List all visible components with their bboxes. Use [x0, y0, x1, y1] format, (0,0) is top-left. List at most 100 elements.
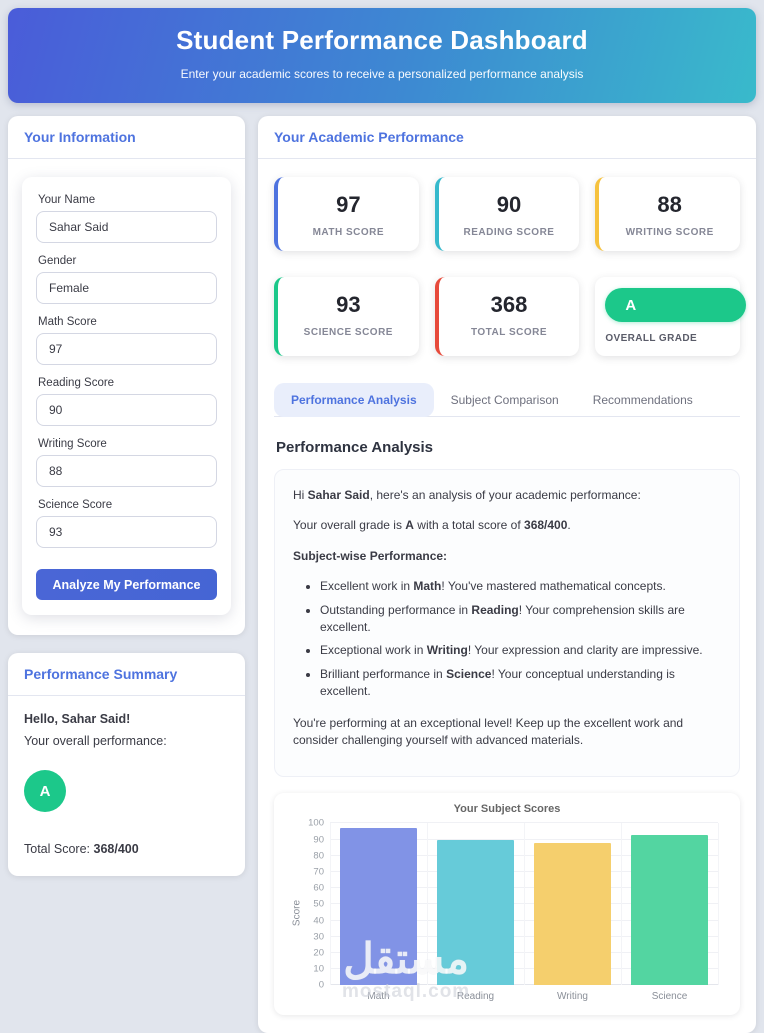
score-label: WRITING SCORE — [625, 227, 714, 238]
writing-score-input[interactable] — [36, 455, 217, 487]
bar-slot — [427, 823, 524, 986]
score-value: 90 — [496, 192, 522, 217]
bar-science — [631, 834, 708, 986]
y-tick-label: 50 — [313, 898, 324, 910]
score-label: SCIENCE SCORE — [303, 327, 393, 338]
analysis-bullet: Brilliant performance in Science! Your c… — [320, 666, 721, 701]
x-tick-label: Writing — [557, 991, 588, 1003]
gridline-vertical — [718, 823, 719, 986]
field-reading-score: Reading Score — [36, 377, 217, 426]
y-tick-label: 80 — [313, 850, 324, 862]
chart-plot: 0 10 20 30 40 50 60 70 80 90 100 — [308, 818, 719, 991]
math-score-input[interactable] — [36, 333, 217, 365]
overall-grade-label: OVERALL GRADE — [605, 333, 698, 344]
summary-overall-label: Your overall performance: — [24, 734, 167, 748]
field-science-score: Science Score — [36, 499, 217, 548]
tab-recommendations[interactable]: Recommendations — [592, 393, 693, 407]
total-score-value: 368/400 — [93, 842, 139, 856]
field-label: Math Score — [38, 316, 97, 328]
score-value: 97 — [336, 192, 361, 217]
grade-badge: A — [24, 770, 66, 812]
score-label: MATH SCORE — [312, 227, 385, 238]
academic-performance-card: Your Academic Performance 97 MATH SCORE 90… — [258, 116, 756, 1033]
analysis-bullet: Excellent work in Math! You've mastered … — [320, 578, 721, 595]
bar-writing — [534, 842, 611, 986]
score-card-science-score: 93 SCIENCE SCORE — [274, 277, 419, 356]
student-form: Your Name Gender Math Score Reading Score Wr… — [22, 177, 231, 615]
performance-summary-title: Performance Summary — [8, 653, 245, 696]
score-value: 93 — [336, 292, 361, 317]
field-label: Writing Score — [38, 438, 107, 450]
summary-total-line: Total Score: 368/400 — [24, 842, 229, 856]
bars-row — [330, 823, 718, 986]
x-tick-label: Math — [367, 991, 390, 1003]
y-tick-label: 60 — [313, 882, 324, 894]
bar-reading — [437, 839, 514, 986]
gridline-vertical — [621, 823, 622, 986]
x-tick-label: Reading — [456, 991, 495, 1003]
y-tick-label: 90 — [313, 834, 324, 845]
field-label: Science Score — [38, 499, 113, 511]
header-banner: Student Performance Dashboard Enter your… — [8, 8, 756, 103]
y-tick-label: 70 — [313, 866, 324, 878]
analysis-bullet: Exceptional work in Writing! Your expres… — [320, 642, 721, 659]
field-label: Gender — [38, 255, 77, 267]
page-title: Student Performance Dashboard — [176, 25, 588, 55]
gridline — [330, 822, 718, 824]
your-name-input[interactable] — [36, 211, 217, 243]
bar-slot — [524, 823, 621, 986]
analyze-performance-button[interactable]: Analyze My Performance — [36, 569, 217, 600]
subject-scores-chart: Your Subject Scores Score 0 10 20 30 40 50 60 7… — [274, 793, 740, 1016]
academic-performance-body: 97 MATH SCORE 90 READING SCORE 88 WRITING SCO… — [258, 159, 756, 1033]
chart-x-labels: Math Reading Writing Science — [330, 991, 718, 1007]
form-fields: Your Name Gender Math Score Reading Score Wr… — [36, 194, 217, 548]
field-math-score: Math Score — [36, 316, 217, 365]
y-tick-label: 30 — [313, 931, 324, 943]
analysis-grade-line: Your overall grade is A with a total sco… — [293, 518, 571, 533]
analysis-intro: Hi Sahar Said, here's an analysis of you… — [293, 488, 641, 502]
bar-slot — [621, 823, 718, 986]
tab-bar: Performance Analysis Subject Comparison Re… — [274, 383, 740, 417]
analysis-closing: You're performing at an exceptional leve… — [293, 715, 684, 747]
score-label: READING SCORE — [463, 227, 555, 238]
right-column: Your Academic Performance 97 MATH SCORE 90… — [258, 116, 756, 1033]
summary-greeting: Hello, Sahar Said! — [24, 712, 131, 726]
y-tick-label: 100 — [308, 817, 324, 829]
score-value: 88 — [657, 192, 682, 217]
score-card-total-score: 368 TOTAL SCORE — [434, 277, 580, 356]
y-tick-label: 0 — [318, 979, 324, 991]
chart-area: Score 0 10 20 30 40 50 60 70 80 90 100 Math Reading… — [288, 818, 726, 1007]
analysis-subject-heading: Subject-wise Performance: — [293, 548, 448, 563]
y-tick-label: 20 — [313, 947, 324, 959]
reading-score-input[interactable] — [36, 394, 217, 426]
gender-input[interactable] — [36, 272, 217, 304]
field-gender: Gender — [36, 255, 217, 304]
academic-performance-title: Your Academic Performance — [258, 116, 756, 159]
field-your-name: Your Name — [36, 194, 217, 243]
science-score-input[interactable] — [36, 516, 217, 548]
overall-grade-card: A OVERALL GRADE — [595, 277, 746, 356]
overall-grade-pill: A — [605, 288, 746, 322]
your-information-body: Your Name Gender Math Score Reading Score Wr… — [8, 159, 245, 635]
gridline-vertical — [427, 823, 428, 986]
score-card-writing-score: 88 WRITING SCORE — [595, 177, 740, 251]
x-tick-label: Science — [651, 991, 688, 1003]
your-information-title: Your Information — [8, 116, 245, 159]
bar-math — [340, 828, 417, 986]
field-writing-score: Writing Score — [36, 438, 217, 487]
left-column: Your Information Your Name Gender Math Sco… — [8, 116, 245, 876]
score-card-math-score: 97 MATH SCORE — [274, 177, 419, 251]
field-label: Reading Score — [38, 377, 115, 389]
tab-subject-comparison[interactable]: Subject Comparison — [450, 393, 559, 407]
chart-title: Your Subject Scores — [453, 803, 561, 816]
score-card-reading-score: 90 READING SCORE — [434, 177, 580, 251]
y-tick-label: 40 — [313, 915, 324, 926]
bar-slot — [330, 823, 427, 986]
analysis-bullet-list: Excellent work in Math! You've mastered … — [293, 578, 721, 700]
score-value: 368 — [490, 292, 528, 317]
analysis-bullet: Outstanding performance in Reading! Your… — [320, 602, 721, 637]
tab-performance-analysis[interactable]: Performance Analysis — [274, 383, 434, 417]
total-score-label: Total Score: — [24, 842, 91, 856]
your-information-card: Your Information Your Name Gender Math Sco… — [8, 116, 245, 635]
score-card-grid: 97 MATH SCORE 90 READING SCORE 88 WRITING SCO… — [274, 177, 746, 356]
